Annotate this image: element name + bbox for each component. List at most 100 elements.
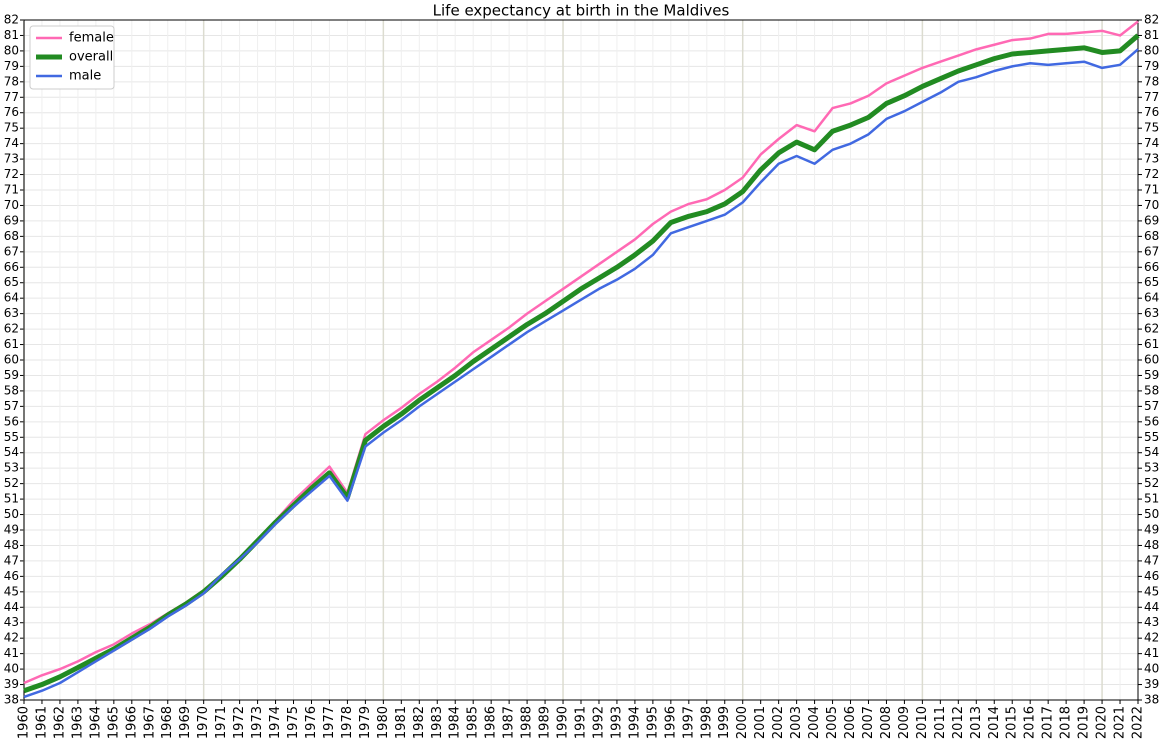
y-tick-label: 48 <box>4 538 19 552</box>
x-tick-label: 1964 <box>88 706 103 739</box>
y2-tick-label: 79 <box>1144 59 1159 73</box>
x-tick-label: 1973 <box>250 706 265 739</box>
x-tick-label: 2018 <box>1059 706 1074 739</box>
y2-tick-label: 64 <box>1144 291 1159 305</box>
x-tick-label: 2016 <box>1023 706 1038 739</box>
y2-tick-label: 54 <box>1144 445 1159 459</box>
x-tick-label: 1977 <box>322 706 337 739</box>
x-tick-label: 1967 <box>142 706 157 739</box>
y-tick-label: 52 <box>4 476 19 490</box>
y-tick-label: 57 <box>4 399 19 413</box>
y-tick-label: 70 <box>4 198 19 212</box>
x-tick-label: 1971 <box>214 706 229 739</box>
x-tick-label: 1979 <box>358 706 373 739</box>
y2-tick-label: 61 <box>1144 337 1159 351</box>
x-tick-label: 2022 <box>1131 706 1146 739</box>
y2-tick-label: 71 <box>1144 183 1159 197</box>
y2-tick-label: 81 <box>1144 28 1159 42</box>
y-tick-label: 69 <box>4 213 19 227</box>
x-tick-label: 2000 <box>735 706 750 739</box>
plot-frame <box>23 19 1139 701</box>
x-tick-label: 1984 <box>448 706 463 739</box>
x-tick-label: 1976 <box>304 706 319 739</box>
x-tick-label: 1961 <box>34 706 49 739</box>
y-tick-label: 64 <box>4 291 19 305</box>
x-tick-label: 1997 <box>681 706 696 739</box>
y-tick-label: 47 <box>4 553 19 567</box>
x-tick-label: 2004 <box>807 706 822 739</box>
chart-title: Life expectancy at birth in the Maldives <box>433 2 730 20</box>
y-tick-label: 54 <box>4 445 19 459</box>
x-tick-label: 1986 <box>484 706 499 739</box>
y-tick-label: 55 <box>4 430 19 444</box>
y2-tick-label: 76 <box>1144 105 1159 119</box>
y2-tick-label: 73 <box>1144 152 1159 166</box>
y2-tick-label: 45 <box>1144 584 1159 598</box>
y2-tick-label: 52 <box>1144 476 1159 490</box>
y2-tick-label: 72 <box>1144 167 1159 181</box>
x-tick-label: 1974 <box>268 706 283 739</box>
y-tick-label: 73 <box>4 152 19 166</box>
x-tick-label: 1998 <box>699 706 714 739</box>
y2-tick-label: 77 <box>1144 90 1159 104</box>
x-tick-label: 1996 <box>663 706 678 739</box>
x-tick-label: 1993 <box>609 706 624 739</box>
x-tick-label: 1969 <box>178 706 193 739</box>
x-tick-label: 2014 <box>987 706 1002 739</box>
legend: female overall male <box>29 25 115 90</box>
y-tick-label: 41 <box>4 646 19 660</box>
y2-tick-label: 47 <box>1144 553 1159 567</box>
y2-tick-label: 59 <box>1144 368 1159 382</box>
x-tick-label: 2007 <box>861 706 876 739</box>
y2-tick-label: 48 <box>1144 538 1159 552</box>
y-tick-label: 51 <box>4 492 19 506</box>
y2-tick-label: 42 <box>1144 631 1159 645</box>
y-tick-label: 60 <box>4 353 19 367</box>
x-tick-label: 1988 <box>520 706 535 739</box>
y-tick-label: 65 <box>4 275 19 289</box>
y2-tick-label: 57 <box>1144 399 1159 413</box>
y-tick-label: 46 <box>4 569 19 583</box>
y2-tick-label: 66 <box>1144 260 1159 274</box>
x-tick-label: 1990 <box>556 706 571 739</box>
y2-tick-label: 69 <box>1144 213 1159 227</box>
y-tick-label: 68 <box>4 229 19 243</box>
y2-tick-label: 82 <box>1144 13 1159 27</box>
y2-tick-label: 50 <box>1144 507 1159 521</box>
y-tick-label: 74 <box>4 136 19 150</box>
x-tick-label: 1999 <box>717 706 732 739</box>
y-tick-label: 67 <box>4 244 19 258</box>
x-tick-label: 1992 <box>591 706 606 739</box>
x-tick-label: 2017 <box>1041 706 1056 739</box>
y-tick-label: 53 <box>4 461 19 475</box>
y-tick-label: 58 <box>4 383 19 397</box>
y2-tick-label: 39 <box>1144 677 1159 691</box>
y-tick-label: 75 <box>4 121 19 135</box>
y-tick-label: 82 <box>4 13 19 27</box>
y-tick-label: 76 <box>4 105 19 119</box>
y-tick-label: 71 <box>4 183 19 197</box>
y-tick-label: 77 <box>4 90 19 104</box>
x-tick-label: 2006 <box>843 706 858 739</box>
x-tick-label: 1975 <box>286 706 301 739</box>
legend-label: overall <box>69 50 113 65</box>
x-tick-label: 2005 <box>825 706 840 739</box>
y-tick-label: 50 <box>4 507 19 521</box>
y-tick-label: 49 <box>4 523 19 537</box>
y2-tick-label: 41 <box>1144 646 1159 660</box>
y-tick-label: 79 <box>4 59 19 73</box>
y2-tick-label: 56 <box>1144 414 1159 428</box>
x-tick-label: 1968 <box>160 706 175 739</box>
y2-tick-label: 62 <box>1144 322 1159 336</box>
legend-label: female <box>69 31 114 46</box>
y2-tick-label: 55 <box>1144 430 1159 444</box>
y2-tick-label: 43 <box>1144 615 1159 629</box>
y2-tick-label: 65 <box>1144 275 1159 289</box>
y-tick-label: 66 <box>4 260 19 274</box>
x-tick-label: 1995 <box>645 706 660 739</box>
x-tick-label: 1991 <box>574 706 589 739</box>
x-tick-label: 2021 <box>1113 706 1128 739</box>
y-tick-label: 61 <box>4 337 19 351</box>
